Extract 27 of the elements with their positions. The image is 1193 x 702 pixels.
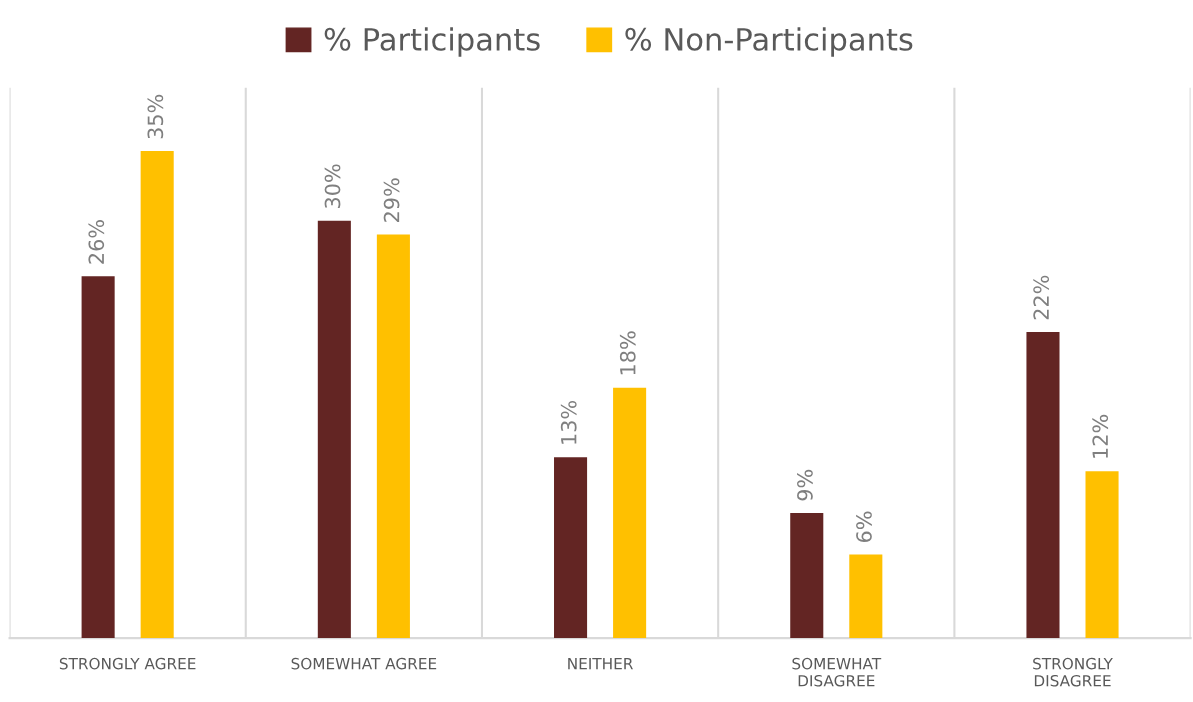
data-label: 18%: [619, 331, 636, 375]
x-tick-label: STRONGLY AGREE: [59, 657, 196, 670]
x-tick-label: STRONGLY DISAGREE: [1033, 657, 1113, 687]
bar: [790, 512, 824, 639]
bar: [554, 457, 588, 639]
data-label: 13%: [560, 400, 577, 444]
data-label: 35%: [147, 94, 164, 139]
bar: [1026, 331, 1060, 639]
data-label: 12%: [1092, 414, 1109, 458]
bar: [317, 220, 351, 639]
bar: [613, 387, 647, 639]
x-tick-label: SOMEWHAT DISAGREE: [792, 657, 882, 687]
bar: [849, 554, 883, 639]
data-label: 26%: [88, 220, 105, 264]
data-label: 22%: [1033, 275, 1050, 320]
data-label: 29%: [383, 178, 400, 222]
x-tick-label: NEITHER: [568, 658, 633, 670]
data-label: 6%: [856, 511, 872, 543]
bar: [81, 276, 115, 639]
bar: [140, 151, 174, 639]
legend-label: % Participants: [324, 27, 540, 57]
legend-label: % Non-Participants: [625, 27, 913, 57]
bar: [376, 234, 410, 639]
x-tick-label: SOMEWHAT AGREE: [291, 657, 437, 670]
data-label: 30%: [324, 164, 341, 208]
data-label: 9%: [797, 469, 813, 501]
bar: [1085, 471, 1119, 639]
